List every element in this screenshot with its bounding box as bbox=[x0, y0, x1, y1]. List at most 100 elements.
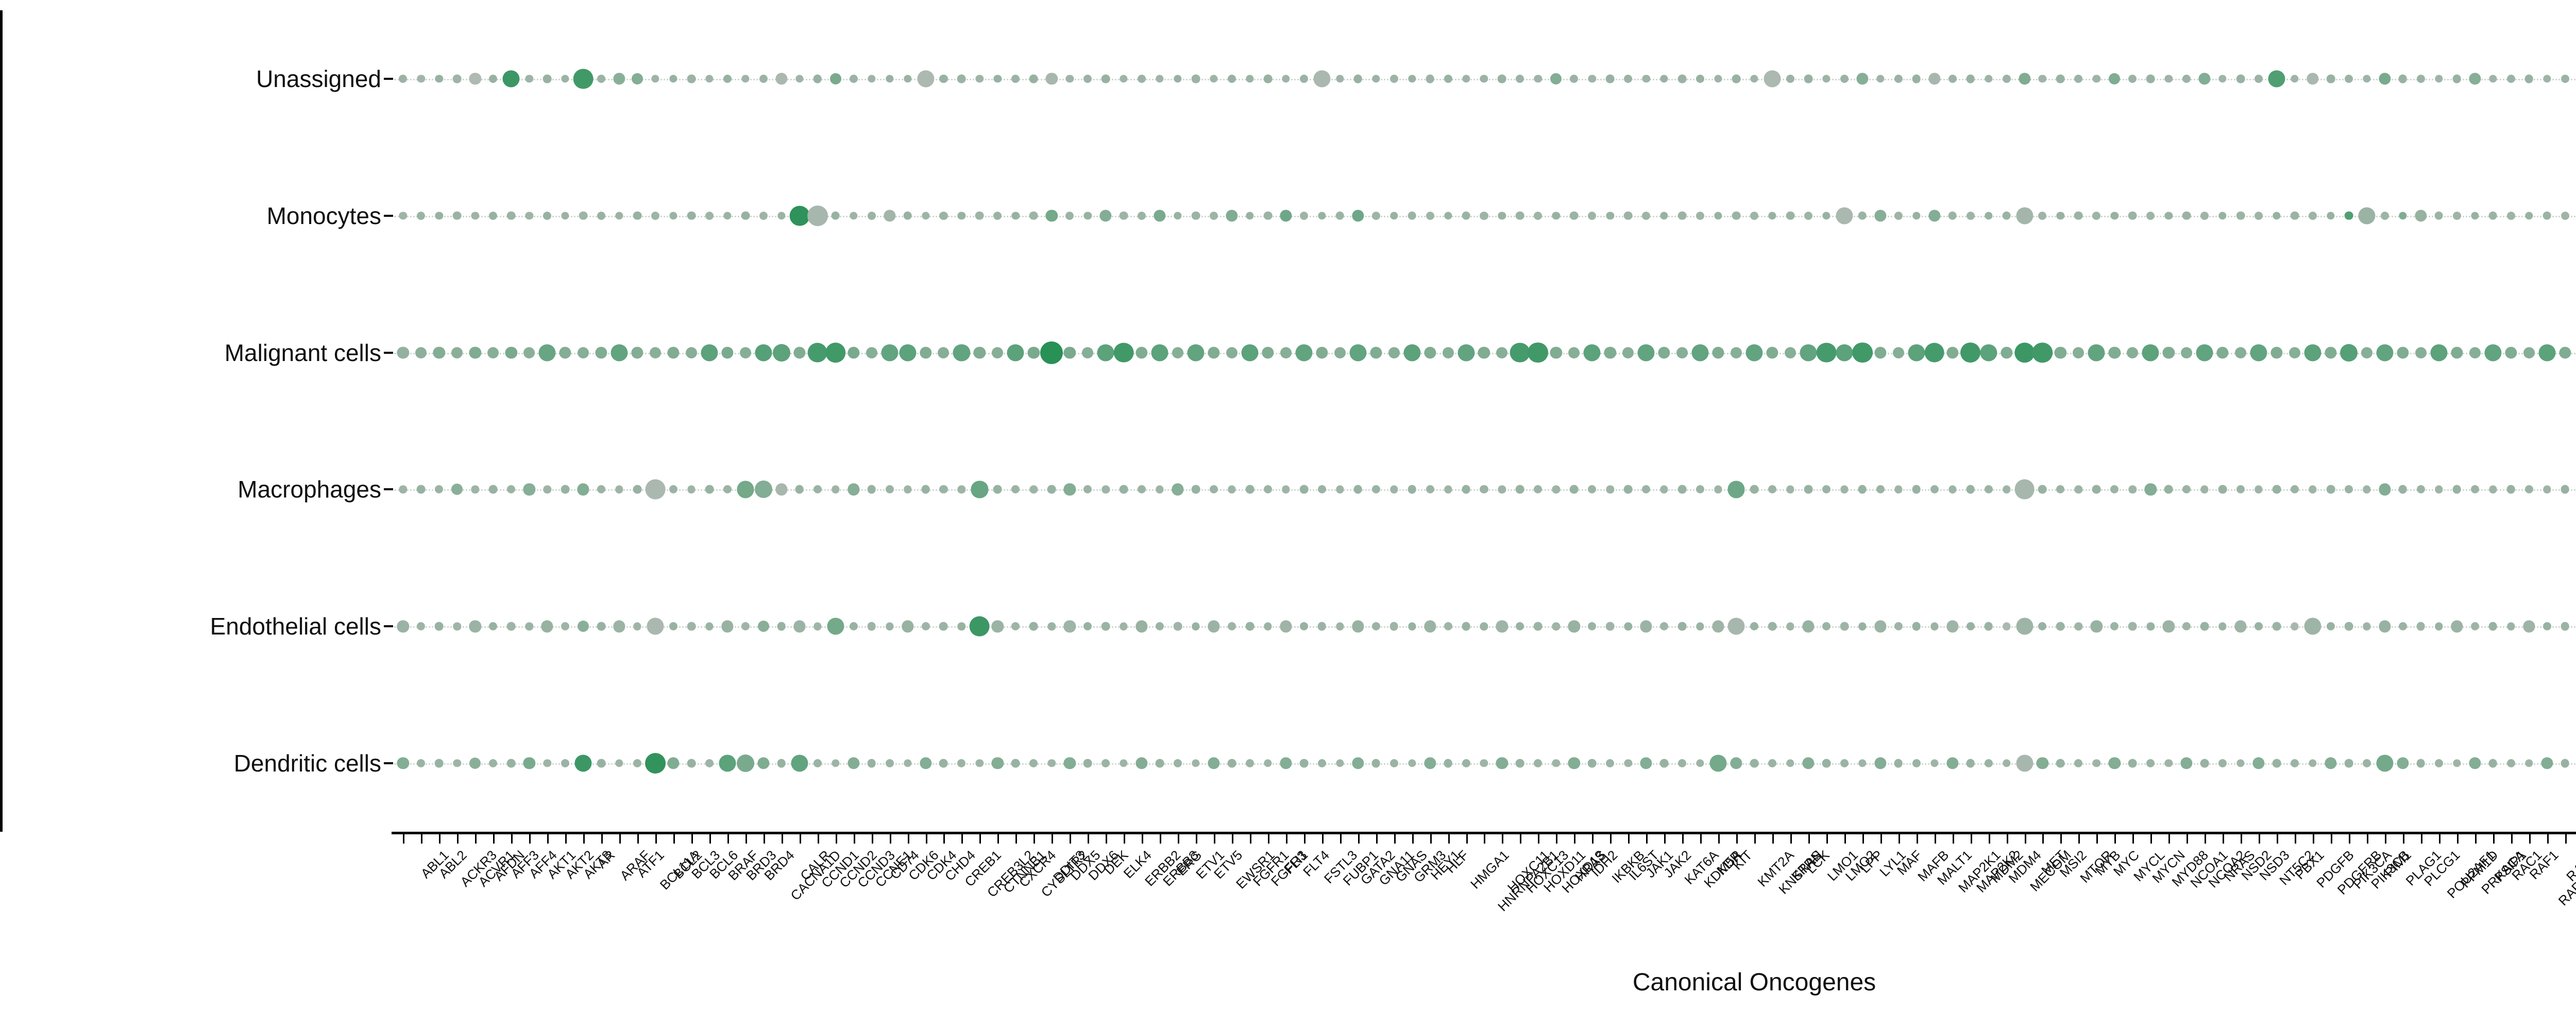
dot bbox=[1624, 759, 1632, 767]
dot bbox=[1246, 75, 1254, 83]
dot bbox=[1659, 759, 1669, 768]
dot bbox=[2000, 346, 2013, 359]
dot bbox=[1858, 759, 1867, 767]
dot bbox=[1462, 622, 1470, 631]
dot bbox=[1912, 74, 1921, 83]
dot bbox=[2272, 622, 2281, 631]
dot bbox=[1924, 342, 1945, 363]
y-axis-label-dendritic-cells: Dendritic cells bbox=[233, 750, 381, 777]
x-axis-tick bbox=[943, 834, 945, 844]
dot bbox=[2363, 622, 2371, 630]
dot bbox=[1352, 210, 1364, 222]
x-axis-tick bbox=[1898, 834, 1900, 844]
dot bbox=[2056, 759, 2065, 768]
x-axis-tick bbox=[1880, 834, 1882, 844]
dot bbox=[1552, 485, 1561, 494]
x-axis-tick bbox=[2132, 834, 2134, 844]
x-axis-tick bbox=[601, 834, 603, 844]
dot bbox=[1750, 211, 1759, 220]
dot bbox=[2162, 346, 2175, 359]
dot bbox=[2430, 344, 2448, 362]
dot bbox=[885, 622, 894, 630]
dot bbox=[2074, 485, 2083, 494]
dot bbox=[2218, 622, 2227, 630]
dot bbox=[2506, 485, 2515, 494]
dot bbox=[1750, 759, 1759, 768]
dot bbox=[1984, 622, 1993, 631]
dot bbox=[451, 484, 463, 495]
dot bbox=[2488, 485, 2497, 494]
dot bbox=[832, 485, 840, 494]
dot bbox=[1120, 75, 1128, 83]
dot bbox=[2252, 757, 2265, 769]
dot bbox=[1856, 73, 1869, 85]
dot bbox=[2524, 74, 2533, 83]
dot bbox=[2235, 347, 2247, 358]
dot bbox=[1228, 485, 1236, 494]
dot bbox=[489, 622, 498, 631]
dot bbox=[2434, 211, 2444, 220]
dot bbox=[1444, 759, 1452, 768]
dot bbox=[1227, 759, 1236, 768]
dot bbox=[2236, 211, 2245, 220]
dot bbox=[2074, 74, 2083, 83]
dot bbox=[1408, 759, 1416, 767]
dot bbox=[2561, 759, 2569, 768]
dot bbox=[813, 759, 822, 768]
dot bbox=[2469, 347, 2481, 358]
dot bbox=[1408, 622, 1416, 630]
dot bbox=[975, 211, 984, 220]
dot bbox=[2015, 617, 2033, 635]
x-axis-tick bbox=[691, 834, 693, 844]
dot bbox=[1496, 620, 1509, 632]
dot bbox=[1011, 485, 1020, 494]
x-axis-tick bbox=[1340, 834, 1342, 844]
dot bbox=[1027, 346, 1040, 359]
dot bbox=[489, 74, 498, 83]
dot bbox=[2272, 759, 2281, 768]
x-axis-tick bbox=[709, 834, 711, 844]
x-axis-tick bbox=[1196, 834, 1198, 844]
dot bbox=[849, 212, 858, 220]
dot bbox=[881, 344, 899, 362]
x-axis-tick bbox=[1700, 834, 1702, 844]
x-axis-tick bbox=[2277, 834, 2279, 844]
dot bbox=[2164, 485, 2173, 494]
dot bbox=[469, 758, 481, 769]
dot bbox=[957, 622, 966, 630]
dot bbox=[759, 74, 768, 83]
dot bbox=[2522, 620, 2535, 632]
dot bbox=[1045, 73, 1058, 85]
dot bbox=[2488, 75, 2497, 83]
dot bbox=[2543, 485, 2551, 494]
x-axis-tick bbox=[2565, 834, 2567, 844]
dot bbox=[1550, 346, 1562, 359]
dot bbox=[1786, 74, 1794, 83]
dot bbox=[1912, 759, 1921, 768]
x-axis-tick bbox=[925, 834, 927, 844]
x-axis-tick bbox=[907, 834, 909, 844]
x-axis-tick bbox=[1916, 834, 1918, 844]
dot bbox=[2092, 211, 2101, 220]
dot bbox=[1623, 211, 1633, 220]
dot bbox=[1496, 757, 1509, 769]
x-axis-tick bbox=[1412, 834, 1414, 844]
dot bbox=[793, 620, 806, 632]
dot bbox=[2146, 759, 2155, 768]
dot bbox=[848, 757, 860, 769]
dot bbox=[1696, 759, 1704, 767]
dot bbox=[1263, 485, 1272, 494]
x-axis-tick bbox=[1970, 834, 1972, 844]
x-axis-tick bbox=[979, 834, 981, 844]
dot bbox=[1894, 74, 1903, 83]
dot bbox=[2358, 207, 2376, 225]
x-axis-tick bbox=[1033, 834, 1036, 844]
dot bbox=[613, 620, 625, 632]
dot bbox=[2397, 757, 2409, 769]
dot bbox=[1786, 622, 1794, 630]
dot bbox=[721, 620, 734, 632]
dot bbox=[1946, 620, 1959, 632]
dot bbox=[917, 70, 935, 88]
dot bbox=[669, 75, 677, 83]
dot bbox=[2250, 344, 2267, 362]
